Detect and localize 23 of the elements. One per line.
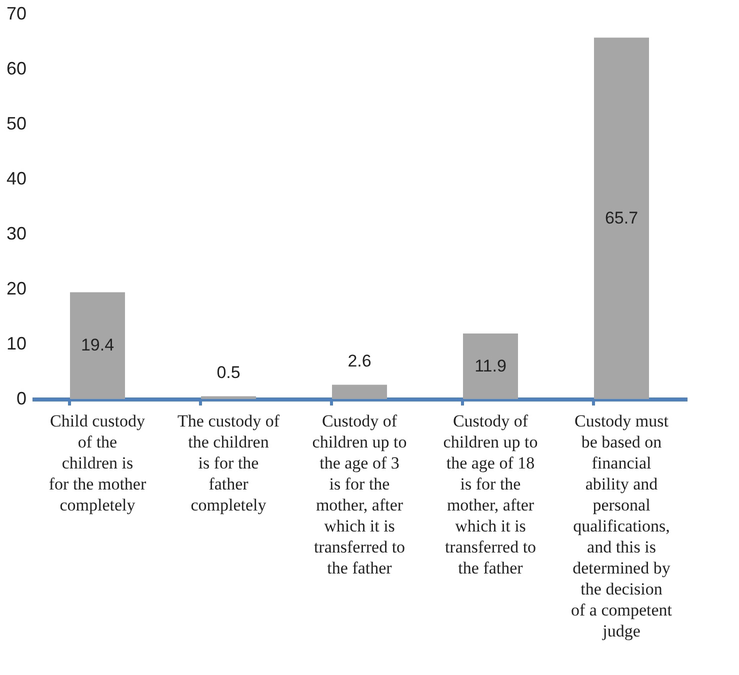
y-tick-label: 0 <box>16 388 26 408</box>
bar <box>332 384 387 399</box>
category-label: Custody must be based on financial ability and personal qualifications, and this is determined by the decision of a competent judge <box>570 412 672 640</box>
x-tick-label: Custody of children up to the age of 18 is for the mother, after which it is transferred to the father <box>443 412 538 578</box>
data-label: 19.4 <box>80 336 114 355</box>
bar <box>463 334 518 399</box>
data-label: 65.7 <box>604 208 638 228</box>
y-tick-label: 10 <box>6 334 26 354</box>
x-tick-label: Custody of children up to the age of 3 is for the mother, after which it is transferred to the father <box>312 412 407 578</box>
data-label: 11.9 <box>474 356 506 376</box>
y-tick-label: 60 <box>6 58 26 78</box>
y-tick-label: 20 <box>6 278 26 298</box>
y-tick-label: 40 <box>6 168 26 188</box>
x-tick-label: The custody of the children is for the father completely <box>178 412 280 514</box>
bar <box>70 292 125 399</box>
data-label: 2.6 <box>348 352 372 371</box>
bar <box>594 38 649 399</box>
x-tick-label: Child custody of the children is for the mother completely <box>48 412 146 514</box>
data-label: 0.5 <box>216 363 240 382</box>
y-tick-label: 70 <box>6 4 26 24</box>
y-tick-label: 50 <box>6 114 26 134</box>
y-tick-label: 30 <box>6 224 26 244</box>
bar <box>201 396 256 399</box>
